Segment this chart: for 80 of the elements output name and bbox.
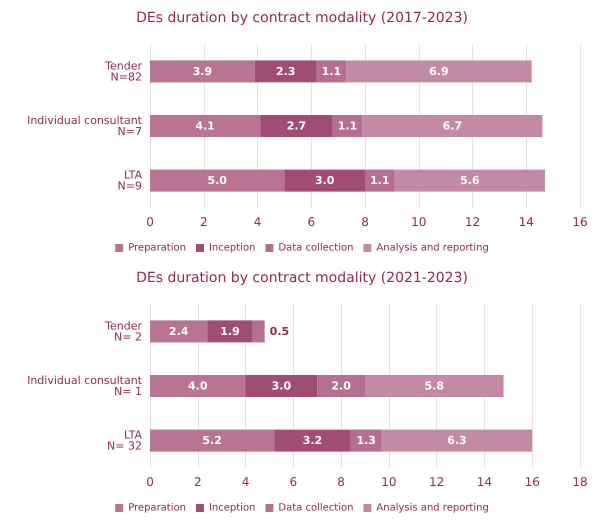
- data-label: 2.3: [276, 64, 296, 78]
- bar: [362, 115, 542, 137]
- legend-label: Preparation: [128, 242, 186, 254]
- data-label: 6.7: [442, 120, 462, 132]
- chart-title: DEs duration by contract modality (2017-2023): [136, 10, 468, 26]
- x-tick-label: 4: [254, 215, 262, 229]
- bar: [150, 60, 255, 82]
- chart-title: DEs duration by contract modality (2021-2023): [136, 270, 468, 286]
- data-label: 1.3: [356, 434, 376, 448]
- bar: [150, 320, 208, 342]
- legend-label: Data collection: [278, 242, 354, 254]
- x-tick-label: 14: [518, 215, 534, 229]
- data-label: 4.1: [195, 120, 215, 132]
- legend-label: Inception: [208, 242, 256, 254]
- data-label: 2.0: [331, 380, 352, 392]
- x-tick-label: 0: [146, 475, 154, 489]
- data-label: 1.1: [322, 64, 342, 78]
- legend-label: Analysis and reporting: [376, 242, 489, 254]
- x-tick-label: 6: [290, 475, 298, 489]
- data-label: 0.5: [270, 324, 290, 338]
- bar: [365, 375, 504, 397]
- bar: [274, 430, 351, 452]
- bar: [150, 170, 284, 192]
- bar: [284, 170, 365, 192]
- data-label: 6.3: [447, 434, 467, 448]
- data-label: 5.0: [207, 174, 228, 188]
- bar: [316, 60, 346, 82]
- data-label: 1.1: [338, 120, 358, 132]
- bar: [365, 170, 395, 192]
- bar: [394, 170, 546, 192]
- bar: [150, 430, 274, 452]
- legend-label: Data collection: [278, 502, 354, 514]
- data-label: 3.0: [272, 380, 292, 392]
- x-tick-label: 16: [524, 475, 540, 489]
- data-label: 3.0: [314, 174, 335, 188]
- bar: [382, 430, 532, 452]
- x-tick-label: 8: [361, 215, 369, 229]
- bar: [252, 320, 265, 342]
- x-tick-label: 14: [476, 475, 492, 489]
- data-label: 5.8: [424, 380, 444, 392]
- bar: [254, 60, 317, 82]
- y-tick-label: Individual consultant N=7: [27, 114, 143, 138]
- bar: [150, 115, 260, 137]
- y-tick-label: Individual consultant N= 1: [27, 374, 143, 398]
- y-tick-label: Tender N=82: [104, 59, 142, 84]
- bar: [317, 375, 365, 397]
- x-tick-label: 10: [381, 475, 397, 489]
- y-tick-label: LTA N=9: [118, 168, 142, 193]
- x-tick-label: 6: [307, 215, 316, 229]
- data-label: 1.9: [220, 324, 240, 338]
- bar: [207, 320, 253, 342]
- x-tick-label: 8: [337, 475, 345, 489]
- legend-label: Preparation: [128, 502, 186, 514]
- x-tick-label: 10: [411, 215, 426, 229]
- data-label: 6.9: [429, 64, 449, 78]
- legend-label: Analysis and reporting: [376, 502, 489, 514]
- data-label: 2.4: [168, 324, 189, 338]
- x-tick-label: 4: [242, 475, 250, 489]
- bar: [246, 375, 318, 397]
- x-tick-label: 12: [464, 215, 480, 229]
- data-label: 3.9: [192, 64, 212, 78]
- x-tick-label: 0: [146, 215, 154, 229]
- x-tick-label: 2: [194, 475, 202, 489]
- y-tick-label: Tender N= 2: [104, 319, 142, 344]
- data-label: 1.1: [370, 174, 390, 188]
- x-tick-label: 2: [200, 215, 208, 229]
- data-label: 3.2: [302, 434, 322, 448]
- bar: [346, 60, 532, 82]
- bar: [332, 115, 362, 137]
- data-label: 2.7: [286, 120, 306, 132]
- data-label: 4.0: [188, 380, 208, 392]
- y-tick-label: LTA N= 32: [107, 428, 142, 453]
- x-tick-label: 16: [572, 215, 588, 229]
- bar: [150, 375, 246, 397]
- x-tick-label: 12: [429, 475, 444, 489]
- x-tick-label: 18: [572, 475, 588, 489]
- legend-label: Inception: [208, 502, 256, 514]
- bar: [260, 115, 333, 137]
- data-label: 5.2: [202, 434, 222, 448]
- data-label: 5.6: [460, 174, 480, 188]
